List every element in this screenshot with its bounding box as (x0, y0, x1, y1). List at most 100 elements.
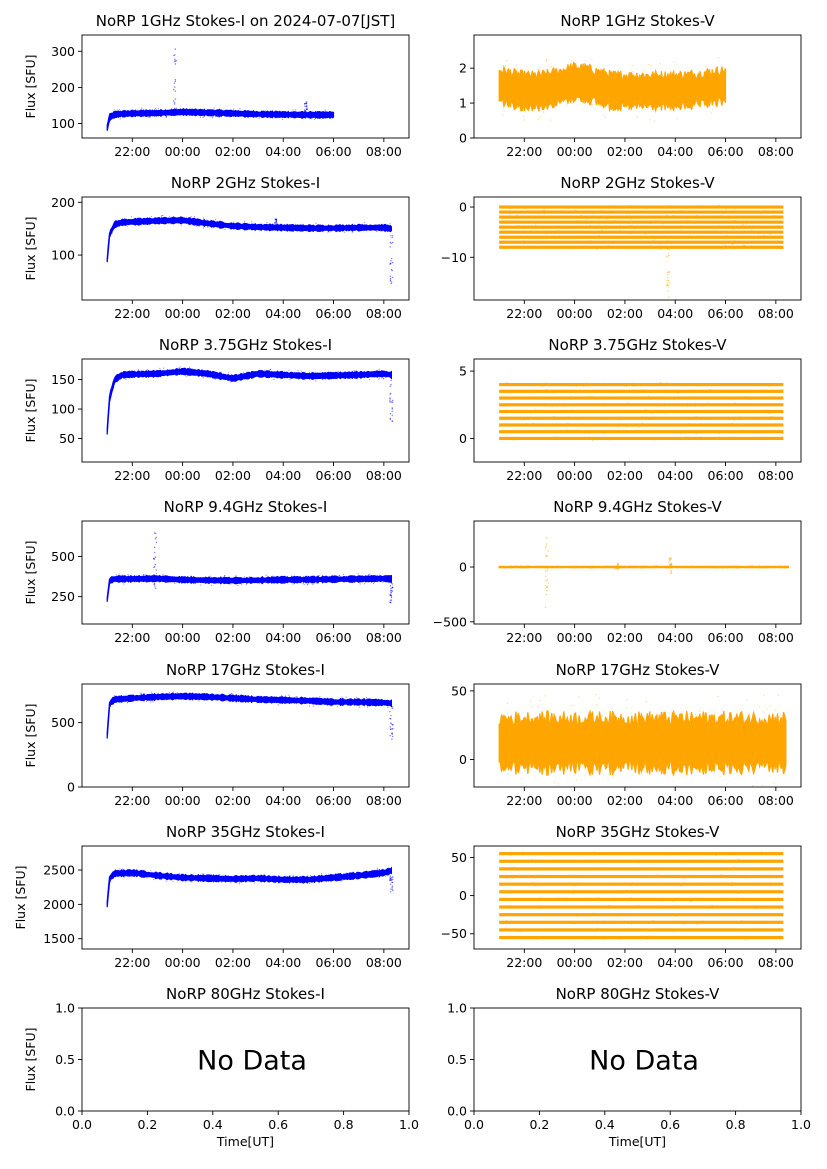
spike-point-0 (667, 290, 669, 292)
spike-point-1 (669, 562, 671, 565)
point (591, 567, 593, 569)
point (612, 384, 614, 386)
point (723, 390, 725, 392)
point (543, 225, 546, 227)
point (653, 740, 655, 742)
point (700, 78, 703, 81)
point (724, 244, 726, 246)
spike-point-0 (174, 79, 176, 81)
spike-point-1 (275, 220, 277, 223)
spike-point-0 (173, 108, 176, 110)
point (126, 219, 128, 221)
spike-point-0 (392, 399, 394, 402)
spike-point-0 (391, 241, 394, 244)
point (232, 108, 235, 110)
spike-point-0 (389, 400, 391, 402)
point (628, 565, 631, 567)
point (753, 432, 755, 434)
point (295, 696, 297, 698)
point (748, 417, 750, 419)
band-5 (499, 403, 784, 407)
point (506, 702, 509, 704)
point (203, 372, 205, 374)
point (602, 938, 604, 941)
x-tick-label: 02:00 (215, 144, 251, 159)
point (545, 388, 547, 390)
point (658, 907, 660, 909)
point (770, 885, 772, 887)
point (271, 223, 274, 225)
point (339, 228, 341, 230)
point (760, 752, 762, 754)
point (540, 897, 542, 899)
point (319, 877, 321, 879)
point (361, 700, 363, 702)
point (628, 213, 631, 215)
y-tick-label: 500 (51, 549, 75, 564)
point (303, 880, 305, 882)
point (775, 731, 777, 733)
point (327, 373, 329, 376)
point (612, 898, 614, 900)
point (510, 565, 512, 567)
point (184, 111, 186, 113)
point (283, 876, 285, 878)
point (515, 411, 518, 414)
point (641, 565, 643, 568)
point (286, 228, 288, 230)
point (521, 216, 523, 218)
spike-point-0 (173, 103, 176, 105)
spike-point-0 (389, 385, 391, 388)
point (506, 381, 508, 384)
point (685, 91, 687, 93)
point (378, 370, 380, 372)
point (630, 729, 632, 731)
point (517, 567, 519, 569)
point (680, 235, 682, 237)
point (227, 579, 229, 581)
point (637, 212, 639, 214)
point (127, 574, 129, 576)
point (190, 216, 192, 218)
point (557, 928, 559, 931)
point (374, 871, 376, 873)
spike-point-0 (391, 885, 394, 887)
point (138, 224, 140, 226)
point (711, 904, 713, 906)
point (307, 583, 309, 585)
band-10 (499, 859, 784, 863)
point (609, 242, 612, 244)
point (697, 729, 699, 732)
point (676, 391, 678, 393)
point (537, 706, 540, 708)
spike-point-0 (389, 876, 391, 879)
point (743, 892, 745, 894)
point (672, 214, 674, 217)
point (657, 868, 659, 871)
point (508, 215, 510, 217)
point (522, 782, 524, 784)
point (172, 877, 174, 880)
point (595, 694, 597, 696)
point (666, 214, 668, 216)
point (540, 116, 542, 118)
point (604, 431, 606, 433)
spike-point-1 (390, 587, 392, 590)
spike-point-0 (668, 249, 670, 251)
point (219, 696, 221, 698)
point (261, 578, 263, 580)
point (590, 790, 591, 791)
point (338, 875, 341, 877)
point (185, 880, 187, 882)
point (269, 881, 272, 883)
point (685, 867, 687, 869)
point (721, 915, 723, 917)
point (742, 429, 744, 431)
point (685, 752, 687, 754)
spike-point-0 (546, 569, 549, 572)
point (164, 370, 166, 373)
point (248, 374, 251, 377)
point (534, 877, 536, 879)
point (361, 223, 363, 225)
point (688, 80, 691, 82)
